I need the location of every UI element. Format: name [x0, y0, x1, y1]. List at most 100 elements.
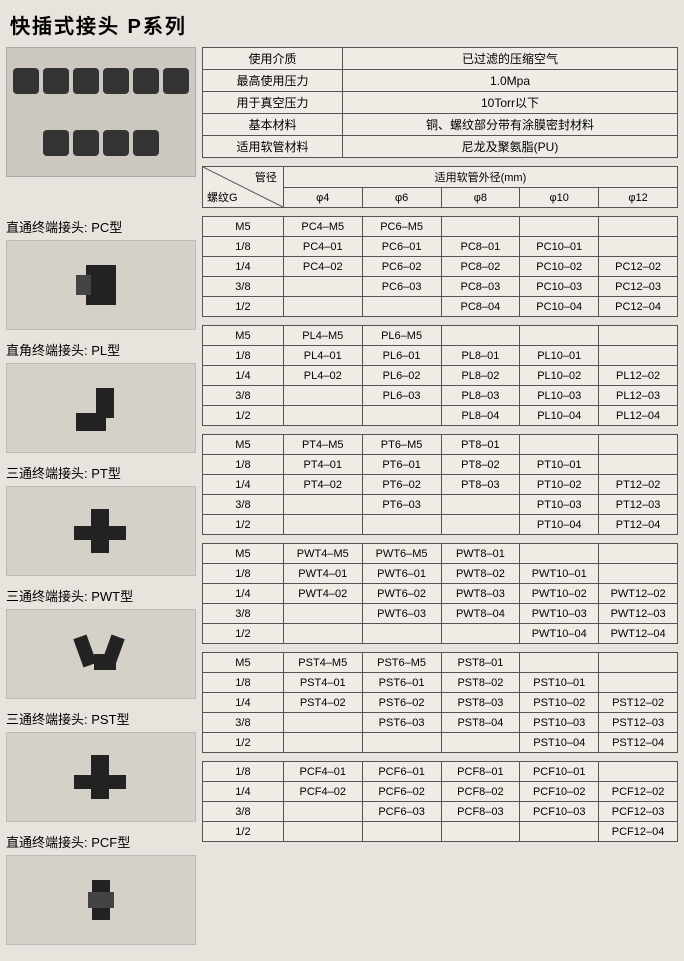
data-cell: PC6–M5 — [362, 217, 441, 237]
data-cell: PT10–01 — [520, 455, 599, 475]
data-cell: PC10–01 — [520, 237, 599, 257]
section-thumb — [6, 609, 196, 699]
section-thumb — [6, 855, 196, 945]
data-cell: PCF6–03 — [362, 802, 441, 822]
data-cell: PCF4–01 — [283, 762, 362, 782]
data-cell: PT6–02 — [362, 475, 441, 495]
data-cell: PST10–04 — [520, 733, 599, 753]
data-cell — [283, 713, 362, 733]
data-cell — [362, 515, 441, 535]
thread-cell: 1/4 — [203, 475, 284, 495]
data-cell: PCF4–02 — [283, 782, 362, 802]
data-cell: PC6–02 — [362, 257, 441, 277]
data-cell: PL6–02 — [362, 366, 441, 386]
data-cell: PCF12–04 — [599, 822, 678, 842]
data-cell: PST8–03 — [441, 693, 520, 713]
data-cell: PL4–M5 — [283, 326, 362, 346]
data-cell — [599, 326, 678, 346]
data-cell: PST8–04 — [441, 713, 520, 733]
data-cell: PWT6–M5 — [362, 544, 441, 564]
data-cell — [520, 326, 599, 346]
data-cell: PT12–03 — [599, 495, 678, 515]
thread-cell: 1/2 — [203, 297, 284, 317]
data-cell: PL8–02 — [441, 366, 520, 386]
thread-cell: 1/2 — [203, 406, 284, 426]
data-cell: PST8–02 — [441, 673, 520, 693]
data-cell: PT4–M5 — [283, 435, 362, 455]
data-cell: PST12–02 — [599, 693, 678, 713]
thread-cell: 1/8 — [203, 762, 284, 782]
data-cell — [441, 217, 520, 237]
data-cell: PT4–01 — [283, 455, 362, 475]
data-cell: PL10–02 — [520, 366, 599, 386]
data-cell: PWT12–02 — [599, 584, 678, 604]
data-cell: PT4–02 — [283, 475, 362, 495]
section-label: 三通终端接头: PST型 — [6, 709, 196, 728]
data-cell — [520, 544, 599, 564]
data-cell: PT12–02 — [599, 475, 678, 495]
data-cell — [441, 624, 520, 644]
spec-label: 用于真空压力 — [203, 92, 343, 114]
data-cell: PST10–01 — [520, 673, 599, 693]
hero-image — [6, 47, 196, 177]
data-cell: PWT8–02 — [441, 564, 520, 584]
data-cell — [599, 346, 678, 366]
data-cell — [441, 495, 520, 515]
data-cell: PT6–M5 — [362, 435, 441, 455]
data-cell: PL12–04 — [599, 406, 678, 426]
data-cell: PT6–01 — [362, 455, 441, 475]
data-cell: PCF8–03 — [441, 802, 520, 822]
data-cell — [441, 515, 520, 535]
data-cell: PC10–04 — [520, 297, 599, 317]
data-cell — [283, 277, 362, 297]
data-cell: PCF10–02 — [520, 782, 599, 802]
section-label: 三通终端接头: PWT型 — [6, 586, 196, 605]
data-cell: PST12–03 — [599, 713, 678, 733]
data-cell — [283, 822, 362, 842]
data-table: M5PL4–M5PL6–M51/8PL4–01PL6–01PL8–01PL10–… — [202, 325, 678, 426]
thread-cell: 1/4 — [203, 366, 284, 386]
data-cell: PT10–04 — [520, 515, 599, 535]
data-cell: PT6–03 — [362, 495, 441, 515]
header-col: φ12 — [599, 188, 678, 208]
data-cell — [441, 822, 520, 842]
right-column: 使用介质已过滤的压缩空气最高使用压力1.0Mpa用于真空压力10Torr以下基本… — [202, 47, 678, 955]
data-cell: PWT12–04 — [599, 624, 678, 644]
data-cell: PC4–01 — [283, 237, 362, 257]
spec-label: 基本材料 — [203, 114, 343, 136]
data-cell: PWT12–03 — [599, 604, 678, 624]
data-cell: PWT4–M5 — [283, 544, 362, 564]
data-cell: PL12–02 — [599, 366, 678, 386]
data-cell: PCF6–01 — [362, 762, 441, 782]
data-cell: PST4–02 — [283, 693, 362, 713]
thread-cell: M5 — [203, 435, 284, 455]
header-col: φ8 — [441, 188, 520, 208]
data-cell: PC8–02 — [441, 257, 520, 277]
thread-cell: 1/8 — [203, 455, 284, 475]
data-cell — [599, 564, 678, 584]
section-thumb — [6, 240, 196, 330]
header-table: 管径 螺纹G 适用软管外径(mm) φ4φ6φ8φ10φ12 — [202, 166, 678, 208]
thread-cell: 1/2 — [203, 822, 284, 842]
spec-value: 已过滤的压缩空气 — [343, 48, 678, 70]
page-title: 快插式接头 P系列 — [10, 10, 678, 39]
data-cell: PT8–01 — [441, 435, 520, 455]
data-cell — [520, 653, 599, 673]
section-label: 直通终端接头: PCF型 — [6, 832, 196, 851]
thread-cell: M5 — [203, 544, 284, 564]
left-column: 直通终端接头: PC型直角终端接头: PL型三通终端接头: PT型三通终端接头:… — [6, 47, 196, 955]
data-cell — [283, 386, 362, 406]
thread-cell: 3/8 — [203, 386, 284, 406]
data-cell — [283, 297, 362, 317]
section-label: 直通终端接头: PC型 — [6, 217, 196, 236]
spec-table: 使用介质已过滤的压缩空气最高使用压力1.0Mpa用于真空压力10Torr以下基本… — [202, 47, 678, 158]
diag-cell: 管径 螺纹G — [203, 167, 284, 208]
data-cell: PWT4–02 — [283, 584, 362, 604]
section-label: 三通终端接头: PT型 — [6, 463, 196, 482]
data-cell: PT10–03 — [520, 495, 599, 515]
data-cell: PT12–04 — [599, 515, 678, 535]
data-table: M5PC4–M5PC6–M51/8PC4–01PC6–01PC8–01PC10–… — [202, 216, 678, 317]
data-cell: PWT6–02 — [362, 584, 441, 604]
thread-cell: 3/8 — [203, 277, 284, 297]
thread-cell: 1/8 — [203, 237, 284, 257]
